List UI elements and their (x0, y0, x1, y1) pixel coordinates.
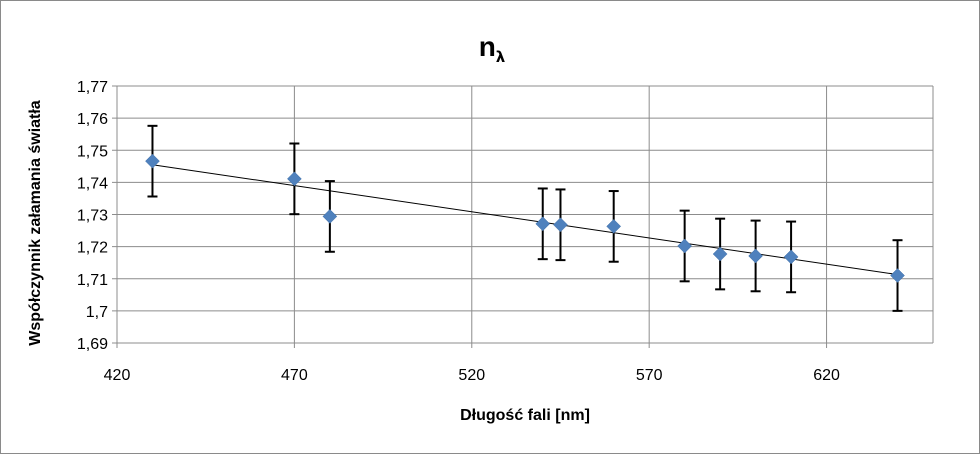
data-point-marker (535, 216, 551, 232)
y-tick-label: 1,72 (77, 240, 108, 257)
y-tick-label: 1,75 (77, 143, 108, 160)
data-point-marker (287, 171, 302, 187)
y-tick-label: 1,71 (77, 272, 108, 289)
axes (112, 85, 933, 348)
data-point-marker (712, 246, 728, 262)
x-tick-label: 570 (636, 367, 663, 384)
chart-title-main: n (479, 31, 496, 62)
x-tick-label: 470 (281, 367, 308, 384)
y-tick-label: 1,69 (77, 336, 108, 353)
grid (116, 85, 934, 344)
y-tick-label: 1,74 (77, 175, 108, 192)
data-point-marker (783, 249, 799, 265)
y-tick-label: 1,76 (77, 111, 108, 128)
x-tick-label: 520 (458, 367, 485, 384)
x-tick-label: 420 (104, 367, 131, 384)
data-point-marker (606, 219, 622, 234)
chart-title-subscript: λ (496, 48, 506, 66)
y-axis-title: Współczynnik załamania światła (27, 100, 44, 346)
data-point-marker (322, 209, 338, 224)
chart-title: nλ (479, 31, 506, 66)
y-tick-label: 1,7 (86, 304, 108, 321)
y-tick-label: 1,73 (77, 208, 108, 225)
data-point-marker (677, 238, 693, 254)
data-point-marker (553, 217, 568, 233)
x-tick-label: 620 (813, 367, 840, 384)
x-axis-title: Długość fali [nm] (460, 407, 590, 424)
y-tick-label: 1,77 (77, 79, 108, 96)
data-point-marker (748, 248, 763, 264)
trendline-layer (152, 164, 898, 276)
data-point-marker (890, 268, 905, 283)
error-bars (147, 124, 903, 312)
y-tick-labels: 1,69 1,7 1,71 1,72 1,73 1,74 1,75 1,76 1,77 (77, 79, 108, 353)
x-tick-labels: 420 470 520 570 620 (104, 367, 840, 384)
data-points (145, 153, 905, 283)
data-point-marker (145, 153, 160, 169)
trendline (152, 164, 898, 276)
